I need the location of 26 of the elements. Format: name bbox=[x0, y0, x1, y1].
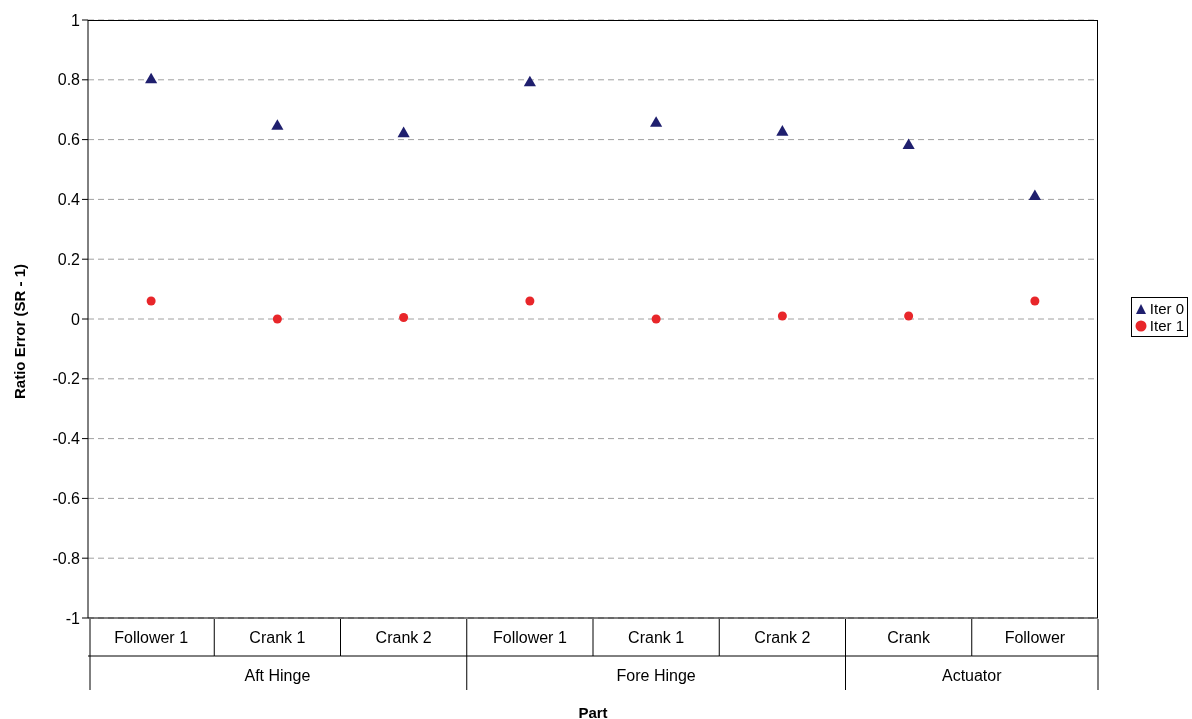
y-tick-label: 1 bbox=[71, 11, 81, 29]
y-tick-label: 0.8 bbox=[57, 71, 81, 89]
x-axis-title: Part bbox=[578, 704, 608, 719]
x-tick-label: Crank 1 bbox=[628, 629, 685, 646]
y-tick-label: 0.6 bbox=[57, 131, 81, 149]
x-tick-label: Crank 2 bbox=[375, 629, 432, 646]
text: Fore Hinge bbox=[616, 667, 696, 684]
x-tick-label: Crank 1 bbox=[249, 629, 306, 646]
y-tick-label: -0.8 bbox=[52, 549, 81, 567]
legend-label: Iter 0 bbox=[1149, 300, 1184, 317]
x-tick-label: Follower 1 bbox=[492, 629, 567, 646]
y-tick-label: -0.6 bbox=[52, 490, 81, 508]
y-tick-label: 0.4 bbox=[57, 191, 81, 209]
y-tick-label: 0.2 bbox=[57, 250, 81, 268]
text: Aft Hinge bbox=[244, 667, 311, 684]
x-tick-label: Follower bbox=[1004, 629, 1066, 646]
y-tick-label: 0 bbox=[71, 310, 81, 328]
x-tick-label: Crank 2 bbox=[754, 629, 811, 646]
x-tick-label: Crank bbox=[887, 629, 931, 646]
y-tick-label: -0.4 bbox=[52, 430, 81, 448]
text: Actuator bbox=[941, 667, 1003, 684]
x-tick-label: Follower 1 bbox=[114, 629, 189, 646]
y-tick-label: -1 bbox=[65, 609, 81, 627]
y-tick-label: -0.2 bbox=[52, 370, 81, 388]
y-axis-title: Ratio Error (SR - 1) bbox=[11, 263, 29, 399]
legend-label: Iter 1 bbox=[1149, 317, 1184, 334]
